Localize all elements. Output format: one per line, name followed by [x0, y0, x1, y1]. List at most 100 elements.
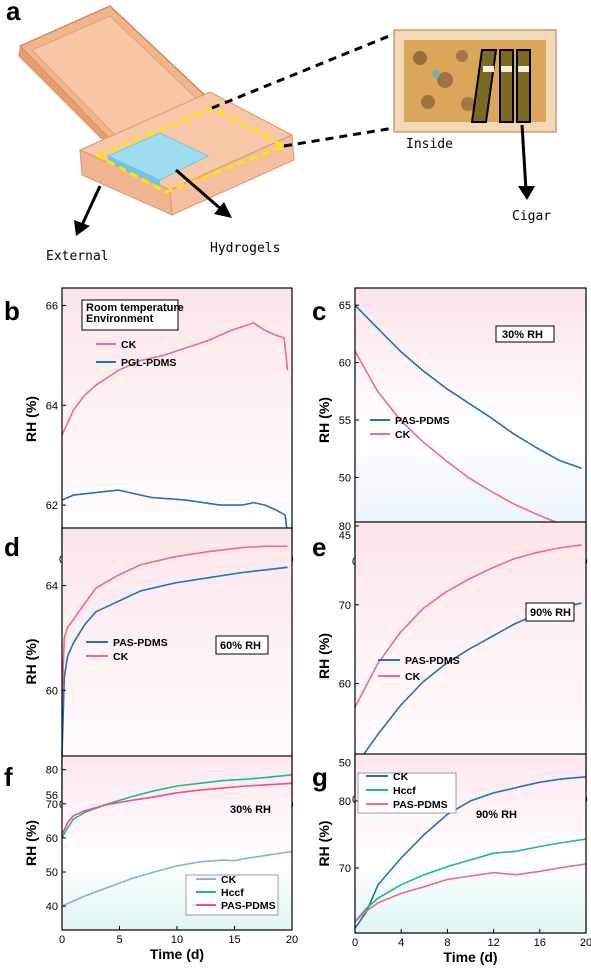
panel-d: d05101520566064Time (d)RH (%)60% RHPAS-P… — [4, 527, 294, 827]
panel-label-e: e — [312, 532, 326, 562]
highlight-outline — [94, 106, 288, 194]
y-axis-label: RH (%) — [316, 633, 332, 679]
y-tick-label: 80 — [339, 796, 351, 808]
plot-area — [355, 522, 586, 790]
series-line-pas-pdms — [354, 863, 587, 923]
y-tick-label: 70 — [339, 600, 351, 612]
arrow-external — [80, 185, 102, 226]
y-tick-label: 60 — [46, 685, 58, 697]
y-tick-label: 62 — [46, 500, 58, 512]
series-line-ck — [61, 850, 293, 907]
plot-area — [62, 528, 292, 795]
annotation-text: 90% RH — [476, 809, 517, 821]
y-tick-label: 50 — [46, 867, 58, 879]
legend-label: PAS-PDMS — [405, 655, 460, 667]
label-hydrogels: Hydrogels — [210, 241, 280, 256]
pattern-dot — [432, 70, 440, 78]
cigar-3 — [516, 49, 531, 123]
y-tick-label: 70 — [46, 799, 58, 811]
series-line-pgl-pdms — [61, 489, 289, 536]
y-tick-label: 66 — [46, 300, 58, 312]
y-tick-label: 64 — [46, 581, 58, 593]
annotation-text: 30% RH — [502, 329, 543, 341]
panel-label-a: a — [6, 0, 21, 26]
plot-frame — [354, 753, 587, 934]
annotation-text: Room temperature — [86, 302, 184, 314]
x-tick-label: 20 — [286, 934, 298, 946]
pattern-dot — [456, 50, 468, 62]
series-line-ck — [61, 545, 288, 704]
panel-label-d: d — [4, 532, 20, 562]
x-tick-label: 20 — [580, 937, 591, 949]
legend-box — [185, 874, 279, 916]
legend-label: Hccf — [393, 785, 416, 797]
y-axis-label: RH (%) — [23, 639, 39, 685]
hydrogel-layer — [106, 132, 210, 181]
panel-b: b05101520626466Time (d)RH (%)Room temper… — [4, 287, 294, 582]
panel-a: a — [6, 0, 557, 264]
x-tick-label: 8 — [444, 937, 450, 949]
x-tick-label: 12 — [487, 937, 499, 949]
legend-label: CK — [405, 671, 421, 683]
legend-label: Hccf — [221, 887, 244, 899]
legend-label: PAS-PDMS — [395, 415, 450, 427]
x-tick-label: 15 — [228, 934, 240, 946]
arrow-external-head — [74, 220, 90, 236]
pattern-dot — [461, 97, 475, 111]
arrow-cigar-head — [518, 186, 535, 200]
x-axis-label: Time (d) — [150, 946, 204, 962]
legend-label: PAS-PDMS — [393, 799, 448, 811]
annotation-text: 30% RH — [230, 804, 271, 816]
legend-label: PAS-PDMS — [113, 637, 168, 649]
y-tick-label: 80 — [46, 765, 58, 777]
series-line-ck — [61, 322, 289, 436]
legend-label: CK — [395, 429, 411, 441]
y-tick-label: 50 — [339, 472, 351, 484]
y-tick-label: 65 — [339, 300, 351, 312]
panel-label-g: g — [312, 762, 328, 792]
series-line-ck — [354, 544, 582, 708]
pattern-dot — [413, 51, 427, 65]
y-axis-label: RH (%) — [23, 820, 39, 866]
arrow-hydrogels-head — [214, 202, 232, 218]
legend-label: PAS-PDMS — [221, 900, 276, 912]
x-tick-label: 16 — [534, 937, 546, 949]
hydrogel-edge — [108, 156, 160, 186]
series-line-ck — [354, 350, 582, 531]
series-line-ck — [354, 776, 587, 929]
legend-label: PGL-PDMS — [121, 357, 176, 369]
cigar-band — [483, 66, 494, 72]
series-line-pas-pdms — [61, 782, 293, 835]
pattern-dot — [437, 72, 453, 88]
panel-label-f: f — [4, 762, 13, 792]
arrow-cigar — [520, 124, 528, 191]
legend-label: CK — [221, 874, 237, 886]
annotation-text: 90% RH — [530, 607, 571, 619]
y-tick-label: 55 — [339, 415, 351, 427]
zoom-line-bottom — [283, 126, 395, 148]
pattern-dot — [421, 95, 435, 109]
cigar-band — [501, 66, 512, 72]
series-line-hccf — [61, 774, 293, 839]
y-tick-label: 70 — [339, 863, 351, 875]
x-tick-label: 0 — [59, 934, 65, 946]
panel-label-b: b — [4, 296, 20, 326]
label-inside: Inside — [406, 137, 453, 152]
y-tick-label: 50 — [339, 757, 351, 769]
cigar-band — [518, 66, 529, 72]
box-illustration — [18, 5, 295, 216]
legend-box — [357, 772, 457, 814]
plot-area — [62, 288, 292, 550]
panel-f: f 0 5 10 15 20 40 50 60 70 80 Time (d) RH (%) 30% RH C… — [4, 755, 298, 962]
x-tick-label: 4 — [398, 937, 404, 949]
legend-label: CK — [121, 339, 137, 351]
panel-c: c051015204550556065Time (d)RH (%)30% RHP… — [312, 287, 588, 584]
cigar-2 — [499, 49, 514, 123]
annotation-box — [525, 602, 575, 622]
x-tick-label: 5 — [116, 934, 122, 946]
charts: b 0 5 10 15 20 62 64 66 Time (d) RH (%) Room temper… — [4, 287, 591, 965]
y-tick-label: 60 — [46, 833, 58, 845]
annotation-text: 60% RH — [220, 640, 261, 652]
annotation-box — [81, 299, 179, 331]
